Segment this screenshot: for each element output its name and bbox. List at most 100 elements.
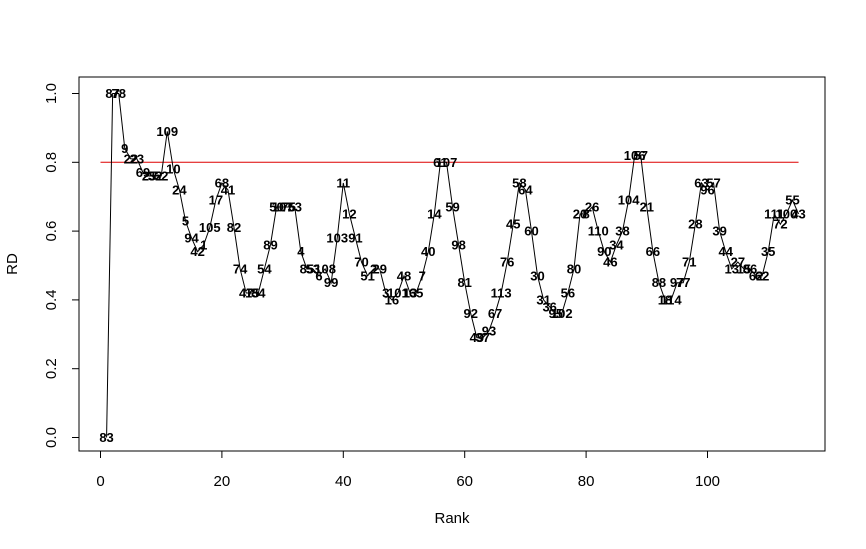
point-label: 1 [200,237,207,252]
point-label: 80 [567,261,581,276]
point-label: 95 [549,306,563,321]
point-label: 18 [658,292,672,307]
point-label: 105 [199,220,221,235]
point-label: 72 [773,217,787,232]
point-label: 70 [354,255,368,270]
point-label: 57 [706,175,720,190]
point-label: 11 [336,175,350,190]
point-label: 113 [491,286,512,301]
point-label: 109 [156,124,178,139]
x-tick-label: 40 [335,473,352,490]
point-label: 104 [618,193,640,208]
y-tick-label: 1.0 [43,83,60,104]
point-label: 15 [245,286,259,301]
point-label: 53 [306,261,320,276]
point-label: 23 [130,151,144,166]
point-label: 55 [785,193,799,208]
point-label: 27 [731,255,745,270]
point-label: 83 [99,430,113,445]
point-label: 53 [288,200,302,215]
point-label: 94 [184,230,199,245]
series-line-layer [106,93,800,438]
point-label: 31 [536,292,550,307]
point-label: 92 [464,306,478,321]
point-label: 93 [482,323,496,338]
point-label: 64 [518,182,533,197]
point-label: 59 [445,200,459,215]
point-label: 107 [272,200,294,215]
point-label: 96 [700,182,714,197]
x-tick-label: 100 [695,473,720,490]
point-label: 61 [433,155,447,170]
point-label: 81 [457,275,471,290]
point-label: 68 [215,175,229,190]
y-tick-label: 0.0 [43,427,60,448]
point-label: 87 [105,86,119,101]
point-label: 88 [652,275,666,290]
point-label: 21 [640,200,654,215]
y-tick-label: 0.6 [43,221,60,242]
point-label: 24 [172,182,187,197]
point-label: 52 [154,169,168,184]
point-label: 91 [348,230,362,245]
point-label: 86 [743,261,757,276]
point-label: 57 [633,148,647,163]
point-label: 26 [585,200,599,215]
point-label: 99 [324,275,338,290]
point-label: 37 [476,330,490,345]
point-label: 106 [624,148,646,163]
point-label: 74 [233,261,248,276]
point-label: 51 [360,268,374,283]
point-label: 40 [421,244,435,259]
point-label: 101 [387,286,409,301]
point-label: 22 [124,151,138,166]
point-label: 58 [512,175,526,190]
point-label: 14 [427,206,442,221]
point-label: 42 [190,244,204,259]
point-label: 65 [409,286,423,301]
point-label: 3 [382,286,389,301]
point-label: 46 [603,255,617,270]
point-label: 12 [342,206,356,221]
y-axis: 0.0 0.2 0.4 0.6 0.8 1.0 [43,83,80,448]
point-label: 69 [136,165,150,180]
point-label: 107 [436,155,458,170]
point-label: 63 [694,175,708,190]
point-label: 13 [725,261,739,276]
point-label: 30 [530,268,544,283]
point-label: 10 [166,162,180,177]
point-label-layer: 8387789222369253252109102459442110517684… [99,86,805,445]
point-label: 45 [506,217,520,232]
point-label: 100 [776,206,798,221]
point-label: 89 [263,237,277,252]
point-label: 60 [524,224,538,239]
point-label: 7 [419,268,426,283]
x-axis-title: Rank [434,510,470,527]
point-label: 103 [326,230,348,245]
point-label: 17 [209,193,223,208]
point-label: 8 [582,206,589,221]
point-label: 28 [688,217,702,232]
point-label: 9 [121,141,128,156]
y-tick-label: 0.2 [43,358,60,379]
x-tick-label: 20 [214,473,231,490]
point-label: 4 [297,244,305,259]
point-label: 13 [403,286,417,301]
point-label: 108 [314,261,336,276]
point-label: 66 [646,244,660,259]
point-label: 62 [755,268,769,283]
x-tick-label: 60 [456,473,473,490]
x-tick-label: 80 [578,473,595,490]
x-axis: 0 20 40 60 80 100 [96,450,720,490]
series-line [106,93,800,438]
point-label: 15 [737,261,751,276]
point-label: 56 [561,286,575,301]
point-label: 41 [221,182,235,197]
point-label: 102 [551,306,573,321]
point-label: 47 [239,286,253,301]
point-label: 2 [370,261,377,276]
point-label: 62 [749,268,763,283]
point-label: 39 [712,224,726,239]
x-tick-label: 0 [96,473,104,490]
